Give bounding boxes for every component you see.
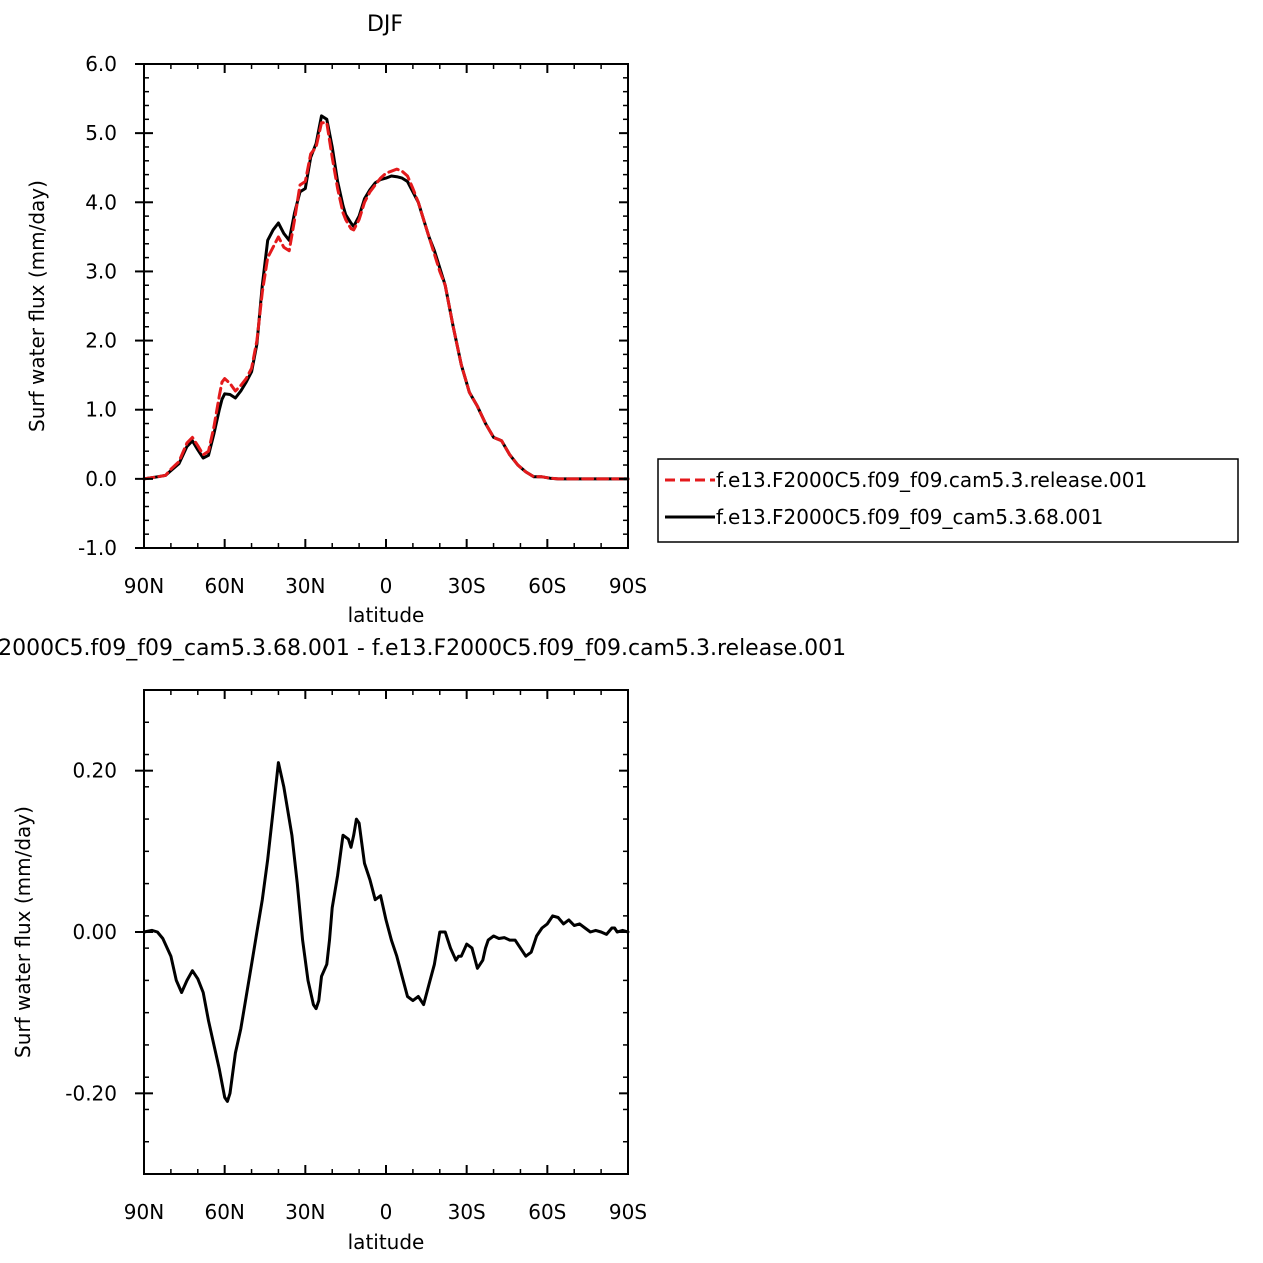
top-plot-area xyxy=(142,114,630,481)
top-x-tick-label: 30N xyxy=(285,574,325,598)
legend: f.e13.F2000C5.f09_f09.cam5.3.release.001… xyxy=(657,458,1239,543)
bottom-x-tick-labels: 90N 60N 30N 0 30S 60S 90S xyxy=(124,1200,647,1224)
top-y-tick-label: 4.0 xyxy=(85,190,117,214)
top-y-tick-label: 6.0 xyxy=(85,52,117,76)
bottom-x-tick-label: 90N xyxy=(124,1200,164,1224)
bottom-x-tick-label: 0 xyxy=(380,1200,393,1224)
bottom-frame xyxy=(143,689,629,1175)
bottom-title: f.e13.F2000C5.f09_f09_cam5.3.68.001 - f.… xyxy=(0,636,846,661)
legend-label-release: f.e13.F2000C5.f09_f09.cam5.3.release.001 xyxy=(716,468,1147,492)
top-x-axis-label: latitude xyxy=(348,603,425,627)
bottom-y-tick-labels: -0.20 0.00 0.20 xyxy=(65,759,117,1106)
bottom-x-tick-label: 60S xyxy=(528,1200,566,1224)
bottom-x-tick-label: 30S xyxy=(448,1200,486,1224)
top-x-tick-label: 90S xyxy=(609,574,647,598)
bottom-y-tick-label: -0.20 xyxy=(65,1081,117,1105)
bottom-plot-area xyxy=(142,761,630,1103)
panel-top: DJF 90N 60N 30N 0 30S 60S 90S -1.0 0.0 1… xyxy=(25,12,1239,627)
top-y-axis-label: Surf water flux (mm/day) xyxy=(25,180,49,432)
legend-label-68: f.e13.F2000C5.f09_f09_cam5.3.68.001 xyxy=(716,505,1103,529)
bottom-ticks xyxy=(135,689,629,1175)
top-x-tick-label: 0 xyxy=(380,574,393,598)
top-frame xyxy=(143,63,629,549)
bottom-series-line-0 xyxy=(142,761,630,1103)
top-x-tick-label: 60S xyxy=(528,574,566,598)
top-title: DJF xyxy=(367,12,403,37)
top-series-line-1 xyxy=(142,114,630,481)
top-y-tick-label: -1.0 xyxy=(78,536,117,560)
top-x-tick-label: 60N xyxy=(204,574,244,598)
top-x-tick-label: 30S xyxy=(448,574,486,598)
top-x-tick-labels: 90N 60N 30N 0 30S 60S 90S xyxy=(124,574,647,598)
top-series-line-0 xyxy=(142,121,630,481)
top-y-tick-label: 0.0 xyxy=(85,467,117,491)
top-ticks xyxy=(135,63,629,549)
bottom-x-tick-label: 30N xyxy=(285,1200,325,1224)
top-y-tick-label: 5.0 xyxy=(85,121,117,145)
top-x-tick-label: 90N xyxy=(124,574,164,598)
bottom-y-axis-label: Surf water flux (mm/day) xyxy=(11,806,35,1058)
top-y-tick-labels: -1.0 0.0 1.0 2.0 3.0 4.0 5.0 6.0 xyxy=(78,52,117,560)
bottom-y-tick-label: 0.00 xyxy=(72,920,117,944)
bottom-x-axis-label: latitude xyxy=(348,1230,425,1254)
top-y-tick-label: 2.0 xyxy=(85,329,117,353)
panel-bottom: f.e13.F2000C5.f09_f09_cam5.3.68.001 - f.… xyxy=(0,636,846,1254)
bottom-x-tick-label: 90S xyxy=(609,1200,647,1224)
top-y-tick-label: 3.0 xyxy=(85,259,117,283)
bottom-x-tick-label: 60N xyxy=(204,1200,244,1224)
legend-box xyxy=(657,458,1239,543)
top-y-tick-label: 1.0 xyxy=(85,398,117,422)
bottom-y-tick-label: 0.20 xyxy=(72,759,117,783)
